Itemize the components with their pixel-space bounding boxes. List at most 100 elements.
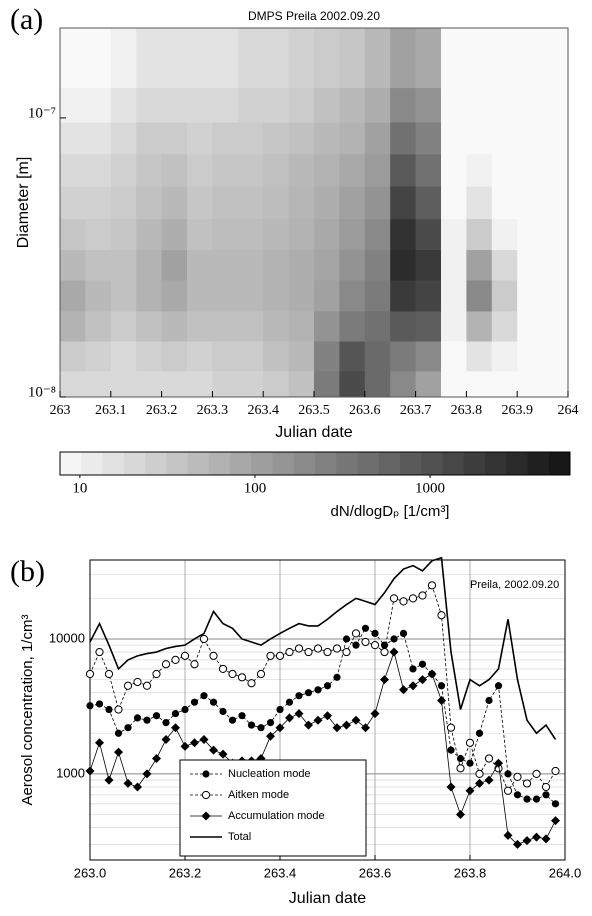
marker <box>522 836 532 846</box>
marker <box>276 705 284 714</box>
heatmap-cell <box>390 310 417 342</box>
marker <box>209 651 218 660</box>
marker <box>437 695 446 705</box>
heatmap-cell <box>491 186 518 220</box>
heatmap-cell <box>517 121 544 155</box>
heatmap-cell <box>542 28 569 89</box>
marker <box>133 714 142 722</box>
heatmap-cell <box>161 310 188 342</box>
heatmap-cell <box>161 186 188 220</box>
colorbar-band <box>548 452 571 475</box>
heatmap-cell <box>187 340 213 372</box>
heatmap-cell <box>136 310 163 342</box>
heatmap-cell <box>441 370 467 398</box>
marker <box>332 723 342 733</box>
series-line <box>89 556 557 740</box>
heatmap-cell <box>136 28 163 89</box>
heatmap-cell <box>237 153 264 187</box>
marker <box>104 669 114 679</box>
heatmap-cell <box>415 28 442 89</box>
colorbar-band <box>315 452 337 475</box>
heatmap-cell <box>136 218 163 251</box>
marker <box>314 686 322 694</box>
marker <box>542 791 550 799</box>
heatmap-cell <box>517 279 544 312</box>
heatmap-cell <box>161 87 188 123</box>
marker <box>456 764 465 773</box>
heatmap-cell <box>339 249 366 281</box>
legend: Nucleation mode Aitken mode Accumulation m… <box>179 759 367 857</box>
marker <box>143 716 151 724</box>
heatmap-cell <box>390 28 417 89</box>
heatmap-cell <box>314 279 340 312</box>
marker <box>370 641 380 650</box>
marker <box>266 651 275 660</box>
heatmap-cell <box>212 28 239 89</box>
x-tick-label: 263.0 <box>74 865 107 880</box>
heatmap-cell <box>212 87 239 123</box>
colorbar-tick-label: 1000 <box>415 480 445 496</box>
heatmap-cell <box>288 249 315 281</box>
marker <box>152 669 161 679</box>
heatmap-cell <box>110 218 137 251</box>
heatmap-cell <box>85 121 112 155</box>
legend-label: Accumulation mode <box>228 810 325 822</box>
y-tick-label: 10⁻⁸ <box>28 384 56 400</box>
marker <box>86 702 94 710</box>
heatmap-cell <box>390 153 417 187</box>
marker <box>465 738 475 747</box>
marker <box>95 738 104 748</box>
marker <box>504 770 512 778</box>
marker <box>152 712 161 720</box>
heatmap-cell <box>263 218 290 251</box>
marker <box>532 769 541 778</box>
heatmap-cell <box>288 310 315 342</box>
heatmap-cell <box>390 87 417 123</box>
heatmap-cell <box>364 87 391 123</box>
heatmap-cell <box>491 121 518 155</box>
marker <box>275 723 285 733</box>
heatmap-cell <box>136 340 163 372</box>
heatmap-cell <box>60 186 86 220</box>
marker <box>418 675 427 685</box>
heatmap-cell <box>263 87 290 123</box>
marker <box>237 673 247 682</box>
marker <box>266 731 275 741</box>
heatmap-cell <box>415 218 442 251</box>
heatmap-cell <box>85 249 112 281</box>
marker <box>523 795 531 803</box>
heatmap-cell <box>136 121 163 155</box>
heatmap-cell <box>187 28 213 89</box>
marker <box>190 738 199 748</box>
marker <box>513 839 522 849</box>
heatmap-cell <box>441 153 467 187</box>
heatmap-cell <box>110 310 137 342</box>
marker <box>380 647 389 657</box>
heatmap-cell <box>542 186 569 220</box>
marker <box>304 647 313 657</box>
heatmap-cell <box>60 370 86 398</box>
x-tick-label: 263 <box>50 403 71 418</box>
heatmap-cell <box>110 121 137 155</box>
marker <box>380 675 389 685</box>
marker <box>427 669 437 679</box>
marker <box>114 729 123 737</box>
marker <box>380 641 389 649</box>
marker <box>465 786 475 796</box>
marker <box>427 581 437 590</box>
marker <box>294 709 304 719</box>
y-tick-label: 1000 <box>56 765 85 780</box>
marker <box>361 637 370 647</box>
heatmap-cell <box>161 370 188 398</box>
heatmap-cell <box>161 121 188 155</box>
heatmap-cell <box>466 218 493 251</box>
panel-label: (a) <box>10 3 43 36</box>
marker <box>85 669 95 679</box>
heatmap-cell <box>339 370 366 398</box>
heatmap-cell <box>85 87 112 123</box>
marker <box>475 729 484 737</box>
heatmap-cell <box>441 340 467 372</box>
heatmap-cell <box>85 310 112 342</box>
heatmap-cell <box>364 153 391 187</box>
marker <box>447 746 455 754</box>
